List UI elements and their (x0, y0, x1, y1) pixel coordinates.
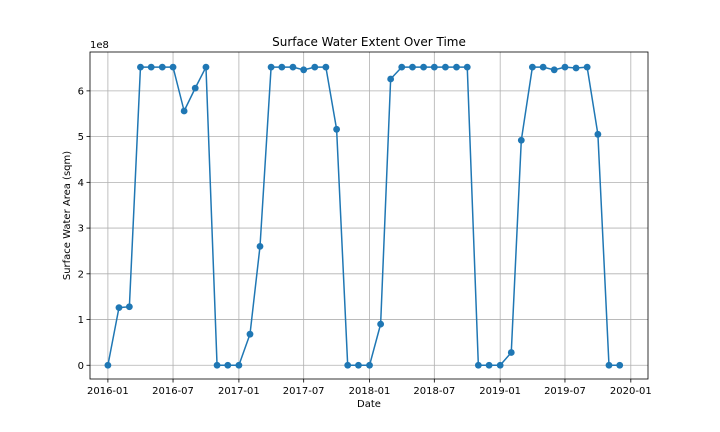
y-axis-label: Surface Water Area (sqm) (62, 151, 73, 280)
data-point (344, 361, 352, 369)
axis-ticks: 2016-01 2016-07 2017-01 2017-07 2018-01 2018-… (78, 86, 652, 397)
x-tick-label: 2017-01 (218, 386, 260, 397)
x-tick-label: 2018-07 (413, 386, 455, 397)
data-point (442, 63, 449, 71)
data-point (125, 303, 133, 311)
data-point (594, 130, 602, 138)
y-tick-label: 3 (78, 224, 84, 235)
chart-title: Surface Water Extent Over Time (272, 35, 466, 49)
data-point (202, 63, 210, 71)
x-axis-label: Date (357, 399, 381, 410)
data-point (366, 361, 373, 369)
data-point (453, 63, 460, 71)
data-point (420, 63, 427, 71)
x-tick-label: 2016-01 (87, 386, 129, 397)
data-point (278, 63, 286, 71)
data-point (158, 63, 166, 71)
data-point (300, 66, 308, 74)
data-point (235, 361, 243, 369)
data-point (115, 304, 123, 312)
data-point (550, 66, 558, 74)
data-point (539, 63, 547, 71)
plot-area-frame (89, 51, 649, 380)
data-point (246, 330, 254, 338)
data-point (572, 64, 580, 72)
data-point (485, 361, 493, 369)
y-tick-label: 1 (78, 315, 84, 326)
data-point (377, 320, 385, 328)
data-point (169, 63, 177, 71)
x-tick-label: 2016-07 (152, 386, 194, 397)
data-point (333, 125, 341, 133)
y-tick-label: 6 (78, 86, 84, 97)
data-point (137, 63, 144, 71)
data-point (474, 361, 482, 369)
data-series (104, 63, 624, 369)
data-point (605, 361, 613, 369)
y-tick-label: 2 (78, 269, 84, 280)
data-point (267, 63, 275, 71)
x-tick-label: 2019-07 (544, 386, 586, 397)
y-tick-label: 4 (78, 178, 84, 189)
data-point (355, 361, 362, 369)
y-tick-label: 5 (78, 132, 84, 143)
data-point (528, 63, 536, 71)
data-point (224, 361, 232, 369)
data-point (463, 63, 471, 71)
data-point (583, 63, 591, 71)
data-point (517, 136, 525, 144)
data-point (322, 63, 330, 71)
data-point (147, 63, 155, 71)
y-axis-scale-label: 1e8 (90, 40, 109, 51)
x-tick-label: 2020-01 (610, 386, 652, 397)
data-point (104, 361, 112, 369)
data-point (496, 361, 504, 369)
data-point (289, 63, 297, 71)
data-point (616, 361, 624, 369)
data-point (191, 84, 199, 92)
data-point (213, 361, 221, 369)
data-point (398, 63, 406, 71)
data-point (409, 63, 416, 71)
data-point (180, 107, 188, 115)
y-tick-label: 0 (78, 361, 84, 372)
data-point (561, 63, 569, 71)
data-point (507, 349, 515, 356)
data-point (256, 242, 264, 250)
x-tick-label: 2017-07 (283, 386, 325, 397)
x-tick-label: 2018-01 (349, 386, 391, 397)
data-point (387, 75, 395, 83)
data-point (430, 63, 438, 71)
data-point (311, 63, 319, 71)
x-tick-label: 2019-01 (479, 386, 521, 397)
